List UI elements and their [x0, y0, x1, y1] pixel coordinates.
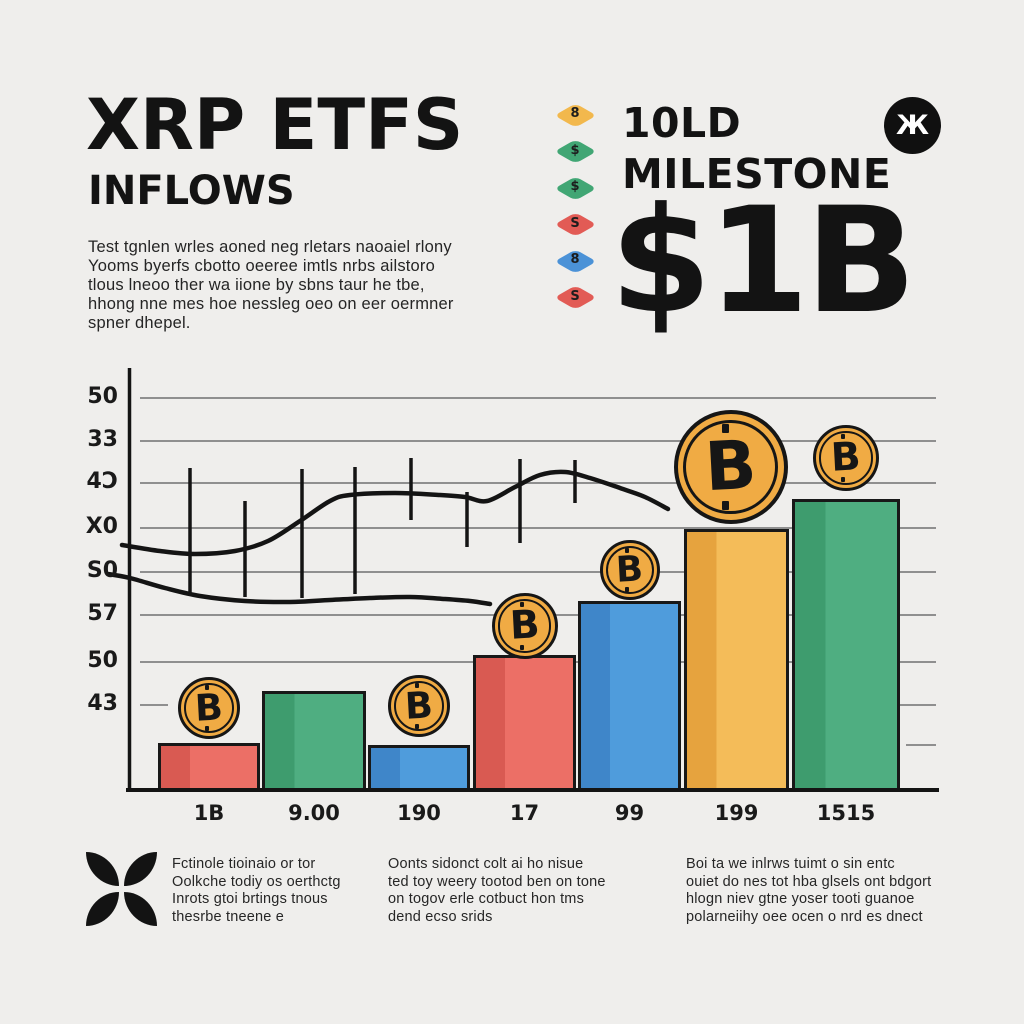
diamond-glyph: $	[570, 142, 580, 158]
asterisk-badge-icon: Ж	[884, 97, 941, 154]
trend-line-upper	[119, 469, 671, 557]
currency-diamond-icon: S	[552, 285, 598, 311]
trend-line-lower	[105, 571, 493, 607]
milestone-heading-line2: MILESTONE	[622, 150, 892, 198]
diamond-glyph: S	[570, 215, 580, 231]
currency-diamond-list: 8 $ $ S 8 S	[552, 102, 600, 332]
footer-column-3: Boi ta we inlrws tuimt o sin entc ouiet …	[686, 856, 932, 925]
currency-diamond-icon: 8	[552, 248, 598, 274]
diamond-glyph: 8	[570, 252, 580, 267]
diamond-glyph: S	[570, 288, 580, 304]
milestone-heading-line1: 10LD	[622, 99, 742, 147]
intro-paragraph: Test tgnlen wrles aoned neg rletars naoa…	[88, 238, 454, 332]
currency-diamond-icon: 8	[552, 102, 598, 128]
currency-diamond-icon: $	[552, 139, 598, 165]
brand-logo-icon	[86, 852, 158, 926]
page-subtitle: INFLOWS	[88, 168, 295, 214]
footer-column-2: Oonts sidonct colt ai ho nisue ted toy w…	[388, 856, 606, 925]
diamond-glyph: 8	[570, 106, 580, 121]
badge-glyph: Ж	[895, 110, 930, 141]
x-axis-line	[126, 787, 939, 792]
diamond-glyph: $	[570, 179, 580, 194]
footer-column-1: Fctinole tioinaio or tor Oolkche todiy o…	[172, 856, 341, 925]
milestone-amount: $1B	[610, 176, 916, 346]
milestone-heading: 10LD MILESTONE	[622, 98, 891, 200]
currency-diamond-icon: $	[552, 175, 598, 201]
currency-diamond-icon: S	[552, 212, 598, 238]
page-title: XRP ETFS	[86, 84, 464, 166]
